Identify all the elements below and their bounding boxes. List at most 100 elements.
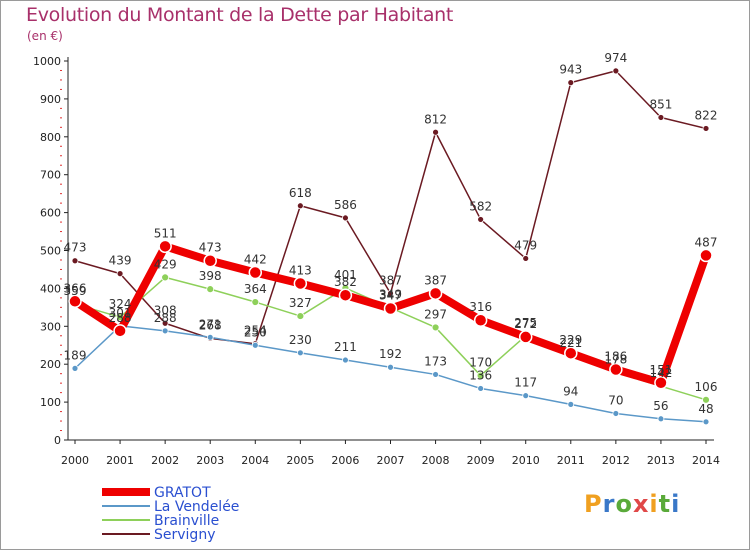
y-tick-label: 900 (40, 93, 61, 106)
data-point (699, 248, 713, 263)
data-point (387, 289, 394, 297)
data-label: 401 (334, 268, 357, 282)
legend-item-la-vendel-e: La Vendelée (102, 499, 239, 515)
data-point (654, 376, 668, 390)
y-tick-label: 200 (40, 358, 61, 371)
data-label: 974 (604, 51, 627, 65)
x-tick-label: 2001 (106, 454, 134, 467)
logo-letter: x (632, 490, 650, 518)
data-label: 822 (695, 108, 718, 122)
data-point (657, 415, 665, 423)
x-tick-label: 2000 (61, 454, 89, 467)
data-point (71, 364, 79, 372)
data-point (251, 341, 259, 349)
data-point (113, 324, 127, 338)
x-tick-label: 2009 (467, 454, 495, 467)
data-point (158, 239, 172, 254)
x-tick-label: 2013 (647, 454, 675, 467)
data-label: 316 (469, 300, 492, 314)
data-label: 211 (334, 340, 357, 354)
x-tick-label: 2011 (557, 454, 585, 467)
data-label: 94 (563, 384, 578, 398)
data-point (161, 327, 169, 335)
data-point (567, 400, 575, 408)
data-label: 254 (244, 324, 267, 338)
data-point (296, 349, 304, 357)
data-point (342, 214, 349, 222)
logo-letter: r (602, 490, 616, 518)
data-point (296, 202, 304, 210)
logo-letter: P (584, 490, 603, 518)
data-label: 327 (289, 296, 312, 310)
data-label: 582 (469, 199, 492, 213)
data-point (522, 392, 530, 400)
data-label: 48 (698, 402, 713, 416)
logo-letter: o (615, 490, 633, 518)
data-label: 151 (649, 363, 672, 377)
data-point (68, 294, 82, 309)
x-tick-label: 2008 (422, 454, 450, 467)
data-label: 56 (653, 399, 668, 413)
data-point (476, 371, 485, 380)
x-tick-label: 2012 (602, 454, 630, 467)
y-tick-label: 800 (40, 131, 61, 144)
data-point (387, 363, 394, 371)
data-point (702, 395, 710, 404)
data-point (432, 128, 439, 136)
data-label: 487 (695, 235, 718, 249)
data-point (248, 265, 263, 280)
data-label: 288 (109, 311, 132, 325)
data-point (609, 362, 623, 377)
data-point (296, 312, 305, 320)
legend-item-servigny: Servigny (102, 527, 215, 543)
data-label: 268 (199, 318, 222, 332)
data-label: 301 (109, 306, 132, 320)
data-label: 364 (244, 282, 267, 296)
data-label: 308 (154, 303, 177, 317)
legend-label: Brainville (154, 513, 219, 529)
x-tick-label: 2010 (512, 454, 540, 467)
y-tick-label: 300 (40, 320, 61, 333)
legend-label: La Vendelée (154, 499, 239, 515)
data-label: 192 (379, 347, 402, 361)
y-tick-label: 700 (40, 169, 61, 182)
x-tick-label: 2014 (692, 454, 720, 467)
data-point (518, 330, 533, 344)
data-label: 387 (379, 273, 402, 287)
data-label: 272 (514, 317, 537, 331)
data-point (206, 333, 214, 341)
data-label: 117 (514, 376, 537, 390)
data-label: 189 (64, 348, 87, 362)
data-label: 398 (199, 269, 222, 283)
data-point (432, 371, 439, 378)
data-point (612, 67, 620, 75)
series-gratot (68, 239, 713, 390)
data-label: 382 (334, 275, 357, 289)
data-point (564, 346, 578, 360)
data-point (161, 273, 170, 282)
data-label: 439 (109, 254, 132, 268)
data-label: 186 (604, 350, 627, 364)
data-label: 473 (64, 241, 87, 255)
data-point (203, 253, 217, 268)
data-point (251, 298, 260, 306)
data-label: 387 (424, 273, 447, 287)
data-label: 142 (649, 366, 672, 380)
y-tick-label: 0 (54, 434, 61, 447)
data-point (702, 418, 710, 426)
data-label: 349 (379, 288, 402, 302)
data-label: 250 (244, 325, 267, 339)
y-tick-label: 100 (40, 396, 61, 409)
data-label: 413 (289, 263, 312, 277)
data-point (116, 270, 124, 278)
data-label: 479 (514, 238, 537, 252)
data-point (161, 319, 169, 327)
data-label: 943 (559, 63, 582, 77)
series-la-vendel-e (71, 322, 710, 426)
data-label: 442 (244, 252, 267, 266)
data-label: 812 (424, 112, 447, 126)
data-label: 324 (109, 297, 132, 311)
data-label: 275 (514, 316, 537, 330)
